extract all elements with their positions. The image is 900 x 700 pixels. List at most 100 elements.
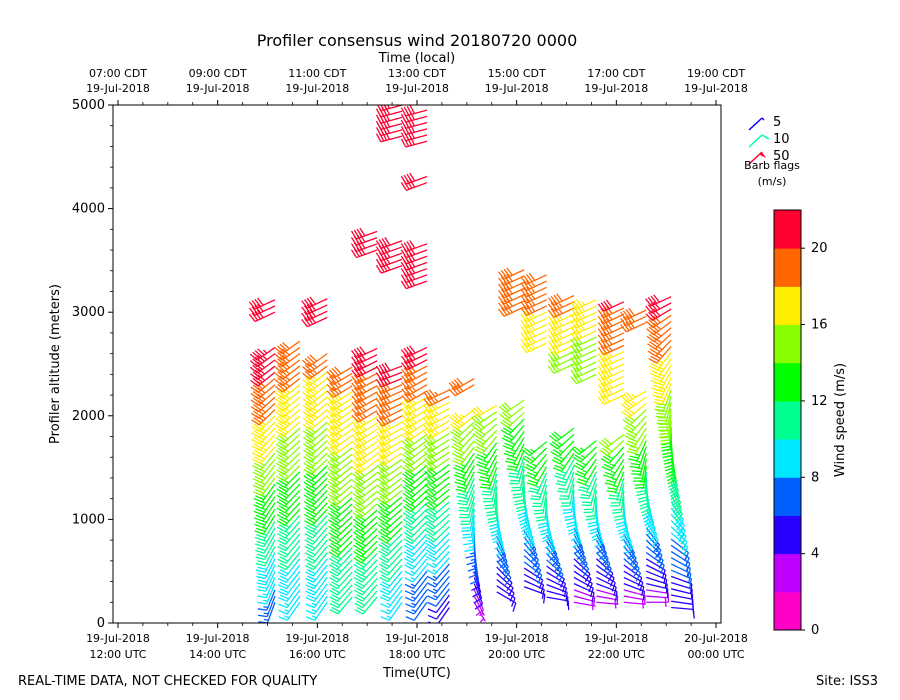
wind-barb: [256, 558, 276, 580]
wind-barb: [597, 318, 625, 331]
wind-barb: [459, 496, 475, 519]
wind-barb: [625, 427, 647, 448]
wind-barb: [256, 564, 276, 586]
wind-barb: [404, 558, 428, 577]
wind-barb: [646, 570, 668, 589]
wind-barb: [596, 570, 616, 592]
x-axis-bottom: 19-Jul-2018 12:00 UTC 19-Jul-2018 14:00 UTC…: [86, 623, 748, 661]
wind-barb: [403, 527, 428, 545]
wind-barb: [353, 559, 378, 577]
wind-barb: [538, 503, 548, 529]
wind-barb: [670, 563, 692, 583]
wind-barb: [326, 372, 353, 386]
wind-barb: [547, 344, 575, 356]
wind-barb: [257, 595, 276, 618]
wind-barb: [275, 396, 301, 412]
top-tick-label-time: 17:00 CDT: [587, 67, 645, 80]
wind-barb: [375, 375, 403, 388]
wind-barb: [423, 426, 450, 439]
colorbar-tick-label: 4: [811, 547, 819, 562]
wind-barb: [329, 565, 353, 583]
wind-barb: [250, 365, 276, 381]
wind-barb: [555, 465, 575, 487]
wind-barb: [649, 358, 672, 378]
wind-barb: [522, 447, 548, 464]
wind-barb: [327, 447, 353, 462]
wind-barb: [573, 452, 597, 471]
wind-barb: [380, 589, 403, 609]
top-tick-label-time: 11:00 CDT: [288, 67, 346, 80]
wind-barb: [623, 576, 645, 596]
wind-barb: [570, 323, 597, 335]
y-tick-label: 5000: [72, 98, 105, 113]
wind-barb: [525, 459, 548, 479]
wind-barb: [671, 588, 694, 604]
wind-barb: [570, 373, 597, 385]
wind-barb: [404, 577, 428, 596]
wind-barb: [305, 589, 328, 609]
wind-barb: [375, 124, 403, 137]
wind-barb: [523, 453, 548, 472]
x-tick-label-date: 19-Jul-2018: [485, 632, 549, 645]
wind-barb: [405, 583, 428, 602]
wind-barb: [636, 471, 647, 497]
wind-barb: [401, 433, 428, 448]
y-tick-label: 0: [97, 616, 105, 631]
wind-barb: [670, 569, 693, 588]
wind-barb: [354, 578, 378, 596]
wind-barb: [351, 410, 378, 423]
wind-barb: [462, 515, 475, 539]
wind-barb: [620, 396, 647, 411]
wind-barb: [400, 358, 428, 371]
wind-barb: [528, 472, 548, 494]
profile-column: [400, 105, 428, 621]
top-tick-label-date: 19-Jul-2018: [86, 82, 150, 95]
wind-barb: [277, 539, 301, 558]
x-tick-label-time: 12:00 UTC: [89, 648, 146, 661]
wind-barb: [375, 394, 403, 407]
wind-barb: [352, 497, 378, 513]
wind-barb: [354, 584, 378, 602]
wind-barb: [304, 533, 328, 552]
wind-barb: [670, 507, 685, 534]
wind-barb: [427, 594, 450, 614]
x-tick-label-date: 19-Jul-2018: [385, 632, 449, 645]
wind-barb: [376, 415, 403, 427]
wind-barb: [276, 477, 301, 495]
wind-barb: [401, 384, 428, 397]
wind-barb: [351, 434, 378, 449]
wind-barb: [278, 601, 301, 621]
wind-barb: [277, 545, 301, 564]
wind-barb: [274, 371, 301, 387]
barb-legend-label: 5: [773, 115, 781, 130]
wind-barb: [304, 545, 328, 564]
profile-column: [645, 294, 695, 619]
wind-barb: [520, 286, 547, 298]
wind-barb: [576, 465, 597, 486]
wind-barb: [327, 453, 353, 469]
wind-barb: [547, 300, 575, 312]
wind-barb: [403, 508, 428, 525]
wind-barb: [535, 497, 548, 522]
wind-barb: [303, 471, 328, 488]
wind-barb: [405, 601, 428, 621]
x-axis-top: 07:00 CDT 19-Jul-2018 09:00 CDT 19-Jul-2018…: [86, 67, 748, 105]
wind-barb: [533, 491, 548, 515]
barb-legend-item: 5: [748, 115, 781, 131]
wind-barb: [351, 422, 378, 436]
wind-barb: [379, 570, 403, 589]
wind-barb: [401, 371, 428, 384]
wind-barb: [351, 441, 378, 455]
wind-barb: [646, 321, 672, 336]
wind-barb: [351, 352, 378, 365]
wind-barb: [351, 384, 378, 397]
wind-barb: [598, 433, 625, 449]
wind-barb: [577, 471, 597, 493]
profile-column: [547, 293, 596, 611]
wind-barb: [520, 329, 547, 341]
wind-barb: [326, 403, 353, 418]
profile-column: [520, 272, 570, 611]
colorbar-segment: [774, 591, 801, 631]
wind-barb: [484, 486, 498, 510]
wind-barb: [583, 490, 598, 514]
